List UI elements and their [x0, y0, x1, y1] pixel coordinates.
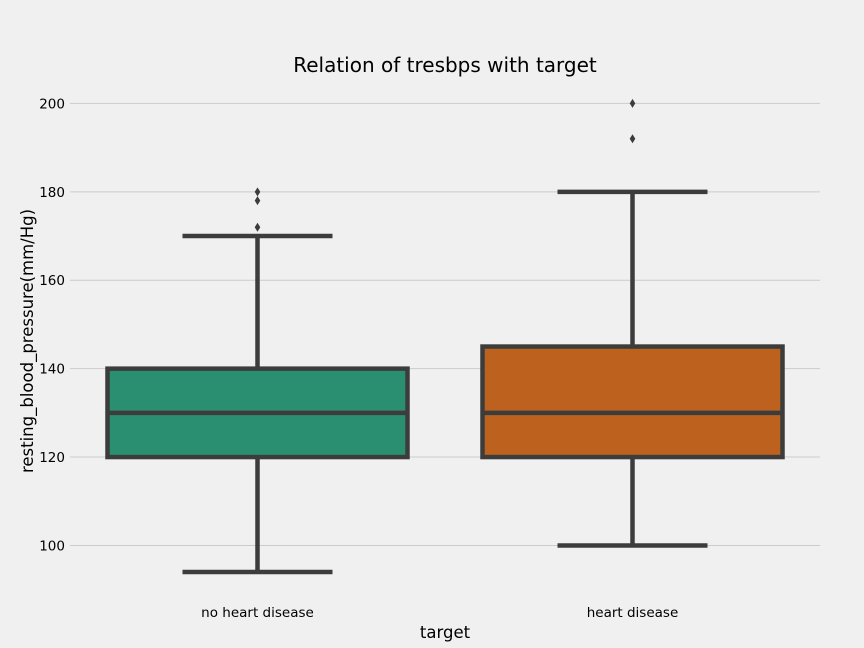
outlier-point: [629, 134, 636, 144]
boxplot-no-heart-disease: [105, 187, 410, 575]
chart-title: Relation of tresbps with target: [293, 53, 597, 77]
x-tick-label: no heart disease: [201, 605, 314, 621]
boxplots: [105, 98, 785, 575]
box-iqr: [480, 344, 785, 460]
tick-labels: 100 120 140 160 180 200 no heart disease heart …: [39, 96, 678, 621]
y-tick-label-120: 120: [39, 450, 65, 466]
y-tick-label-140: 140: [39, 362, 65, 378]
outlier-point: [629, 98, 636, 108]
y-axis-label: resting_blood_pressure(mm/Hg): [18, 209, 38, 473]
outlier-point: [254, 196, 261, 206]
y-tick-label-200: 200: [39, 96, 65, 112]
outlier-point: [254, 187, 261, 197]
y-tick-label-100: 100: [39, 538, 65, 554]
y-tick-label-180: 180: [39, 185, 65, 201]
y-tick-label-160: 160: [39, 273, 65, 289]
x-axis-label: target: [420, 623, 471, 642]
x-tick-label: heart disease: [587, 605, 679, 621]
outlier-point: [254, 222, 261, 232]
boxplot-heart-disease: [480, 98, 785, 548]
